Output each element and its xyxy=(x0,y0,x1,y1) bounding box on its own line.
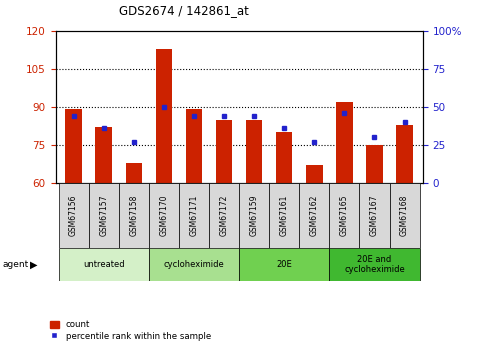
Bar xyxy=(119,183,149,248)
Bar xyxy=(216,120,232,183)
Bar xyxy=(209,183,239,248)
Text: GDS2674 / 142861_at: GDS2674 / 142861_at xyxy=(119,4,249,17)
Bar xyxy=(89,183,119,248)
Bar xyxy=(329,248,420,281)
Text: GSM67171: GSM67171 xyxy=(189,195,199,236)
Bar xyxy=(396,125,413,183)
Bar xyxy=(156,49,172,183)
Text: GSM67161: GSM67161 xyxy=(280,195,289,236)
Bar xyxy=(389,183,420,248)
Bar xyxy=(126,162,142,183)
Text: GSM67170: GSM67170 xyxy=(159,195,169,236)
Text: GSM67168: GSM67168 xyxy=(400,195,409,236)
Bar xyxy=(239,248,329,281)
Bar xyxy=(269,183,299,248)
Text: ▶: ▶ xyxy=(30,260,38,270)
Text: agent: agent xyxy=(2,260,28,269)
Text: GSM67165: GSM67165 xyxy=(340,195,349,236)
Text: untreated: untreated xyxy=(83,260,125,269)
Text: GSM67156: GSM67156 xyxy=(69,195,78,236)
Text: GSM67157: GSM67157 xyxy=(99,195,108,236)
Bar xyxy=(329,183,359,248)
Text: 20E and
cycloheximide: 20E and cycloheximide xyxy=(344,255,405,275)
Bar xyxy=(65,109,82,183)
Bar xyxy=(276,132,293,183)
Bar xyxy=(239,183,269,248)
Text: GSM67158: GSM67158 xyxy=(129,195,138,236)
Bar xyxy=(96,127,112,183)
Bar xyxy=(149,248,239,281)
Text: GSM67162: GSM67162 xyxy=(310,195,319,236)
Text: 20E: 20E xyxy=(276,260,292,269)
Text: GSM67159: GSM67159 xyxy=(250,195,258,236)
Bar xyxy=(359,183,389,248)
Bar xyxy=(179,183,209,248)
Bar xyxy=(366,145,383,183)
Bar xyxy=(185,109,202,183)
Text: cycloheximide: cycloheximide xyxy=(164,260,224,269)
Bar xyxy=(58,183,89,248)
Bar xyxy=(58,248,149,281)
Bar xyxy=(336,102,353,183)
Bar xyxy=(149,183,179,248)
Bar xyxy=(246,120,262,183)
Bar xyxy=(299,183,329,248)
Bar xyxy=(306,165,323,183)
Text: GSM67167: GSM67167 xyxy=(370,195,379,236)
Text: GSM67172: GSM67172 xyxy=(220,195,228,236)
Legend: count, percentile rank within the sample: count, percentile rank within the sample xyxy=(50,320,211,341)
